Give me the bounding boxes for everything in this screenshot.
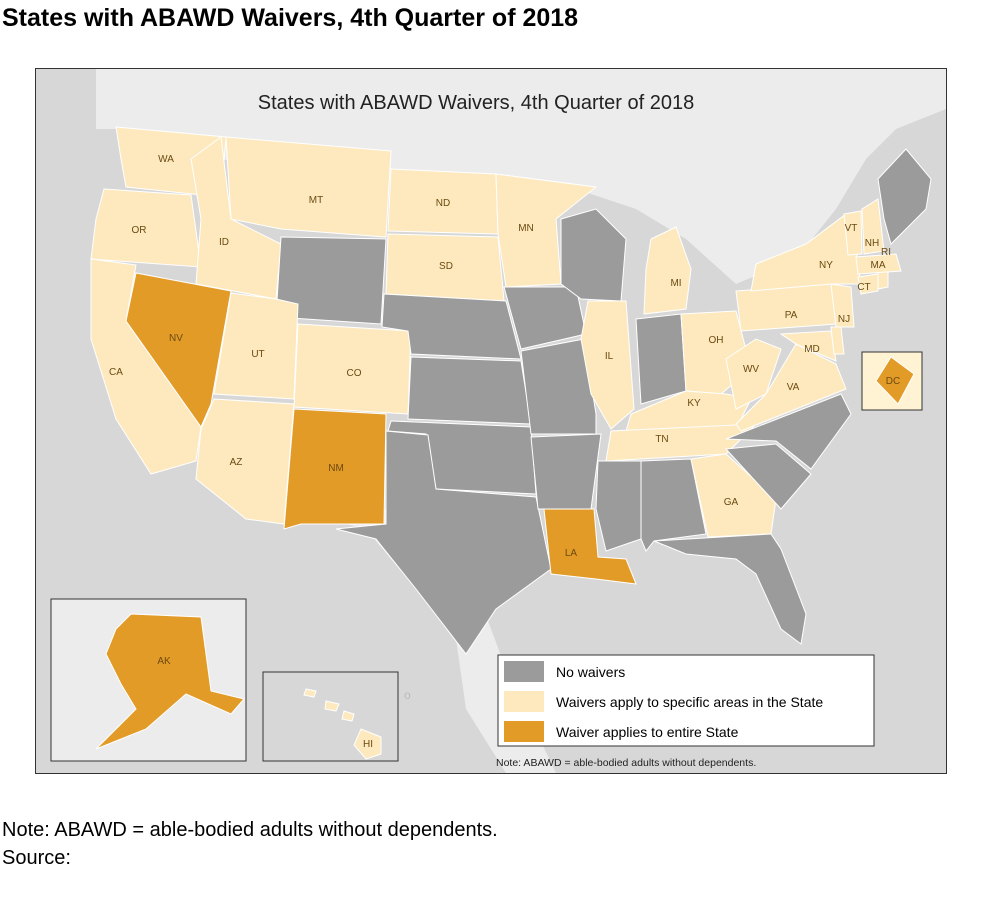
state-or[interactable] (90, 188, 202, 268)
label-wa: WA (158, 154, 174, 165)
svg-text:TN: TN (655, 434, 668, 445)
page-title: States with ABAWD Waivers, 4th Quarter o… (2, 4, 579, 32)
svg-text:GA: GA (724, 497, 739, 508)
state-nj[interactable] (830, 283, 855, 328)
svg-text:ID: ID (219, 237, 229, 248)
svg-text:CO: CO (347, 368, 362, 379)
state-vt[interactable] (843, 210, 863, 256)
footnote-source: Source: (2, 847, 71, 869)
footnote-note: Note: ABAWD = able-bodied adults without… (2, 819, 498, 841)
footnote: Note: ABAWD = able-bodied adults without… (2, 816, 498, 872)
svg-text:RI: RI (881, 247, 891, 258)
svg-text:ND: ND (436, 198, 450, 209)
svg-text:PA: PA (785, 310, 798, 321)
alaska-inset: AK (50, 598, 247, 762)
svg-text:NV: NV (169, 333, 183, 344)
svg-text:UT: UT (251, 349, 264, 360)
svg-text:OH: OH (709, 335, 724, 346)
state-ut[interactable] (213, 292, 299, 400)
svg-text:NY: NY (819, 260, 833, 271)
state-nm[interactable] (283, 408, 387, 530)
state-ms[interactable] (595, 460, 642, 552)
svg-text:NJ: NJ (838, 314, 850, 325)
state-hi[interactable] (303, 688, 382, 760)
svg-text:OR: OR (132, 225, 147, 236)
legend-label-partial: Waivers apply to specific areas in the S… (556, 694, 823, 710)
svg-text:MD: MD (804, 344, 820, 355)
state-mt[interactable] (225, 136, 392, 238)
state-wv[interactable] (725, 338, 782, 410)
legend: No waivers Waivers apply to specific are… (497, 654, 875, 747)
state-la[interactable] (543, 508, 637, 585)
svg-text:DC: DC (886, 376, 900, 387)
state-tx[interactable] (335, 430, 552, 655)
svg-text:CA: CA (109, 367, 123, 378)
svg-text:CT: CT (857, 282, 870, 293)
legend-swatch-no-waivers (504, 661, 544, 682)
svg-text:MN: MN (518, 223, 534, 234)
state-mo[interactable] (520, 338, 597, 435)
dc-inset: DC (861, 351, 923, 411)
map-title: States with ABAWD Waivers, 4th Quarter o… (258, 92, 694, 114)
state-in[interactable] (635, 313, 687, 405)
state-il[interactable] (580, 300, 635, 430)
state-ks[interactable] (407, 356, 532, 425)
state-fl[interactable] (653, 533, 807, 645)
svg-text:LA: LA (565, 548, 578, 559)
legend-label-no-waivers: No waivers (556, 664, 625, 680)
state-ga[interactable] (690, 453, 777, 538)
legend-swatch-partial (504, 691, 544, 712)
svg-text:WV: WV (743, 364, 759, 375)
svg-text:MA: MA (871, 260, 886, 271)
state-nc[interactable] (725, 393, 852, 470)
svg-text:NM: NM (328, 463, 344, 474)
state-ca[interactable] (90, 258, 202, 475)
state-nh[interactable] (861, 198, 885, 255)
state-wy[interactable] (275, 236, 387, 325)
hawaii-inset: HI (262, 671, 399, 762)
map-note: Note: ABAWD = able-bodied adults without… (496, 757, 756, 769)
state-ct[interactable] (857, 273, 879, 295)
state-sc[interactable] (724, 443, 812, 510)
state-labels: WA OR ID MT ND MN SD NV UT CA CO AZ NM I… (109, 154, 891, 559)
state-ak[interactable] (95, 613, 245, 750)
svg-text:AZ: AZ (230, 457, 243, 468)
svg-text:SD: SD (439, 261, 453, 272)
map-svg: WA OR ID MT ND MN SD NV UT CA CO AZ NM I… (36, 69, 946, 773)
svg-text:VT: VT (845, 223, 858, 234)
state-nv[interactable] (125, 272, 232, 429)
svg-text:NH: NH (865, 238, 879, 249)
svg-text:KY: KY (687, 398, 701, 409)
state-md[interactable] (779, 330, 837, 362)
svg-text:MT: MT (309, 195, 323, 206)
state-me[interactable] (877, 148, 932, 245)
state-ma[interactable] (855, 253, 902, 275)
svg-text:IL: IL (605, 351, 614, 362)
state-ne[interactable] (381, 293, 522, 360)
state-ar[interactable] (530, 433, 602, 510)
svg-text:AK: AK (157, 656, 171, 667)
ocean-label: o (404, 688, 411, 702)
mexico-land (286, 509, 556, 773)
svg-text:MI: MI (670, 278, 681, 289)
state-dc[interactable] (875, 356, 915, 405)
legend-label-entire: Waiver applies to entire State (556, 724, 739, 740)
svg-text:HI: HI (363, 739, 373, 750)
state-mi[interactable] (643, 226, 692, 315)
svg-text:VA: VA (787, 382, 800, 393)
legend-swatch-entire (504, 721, 544, 742)
map-frame: WA OR ID MT ND MN SD NV UT CA CO AZ NM I… (35, 68, 947, 774)
